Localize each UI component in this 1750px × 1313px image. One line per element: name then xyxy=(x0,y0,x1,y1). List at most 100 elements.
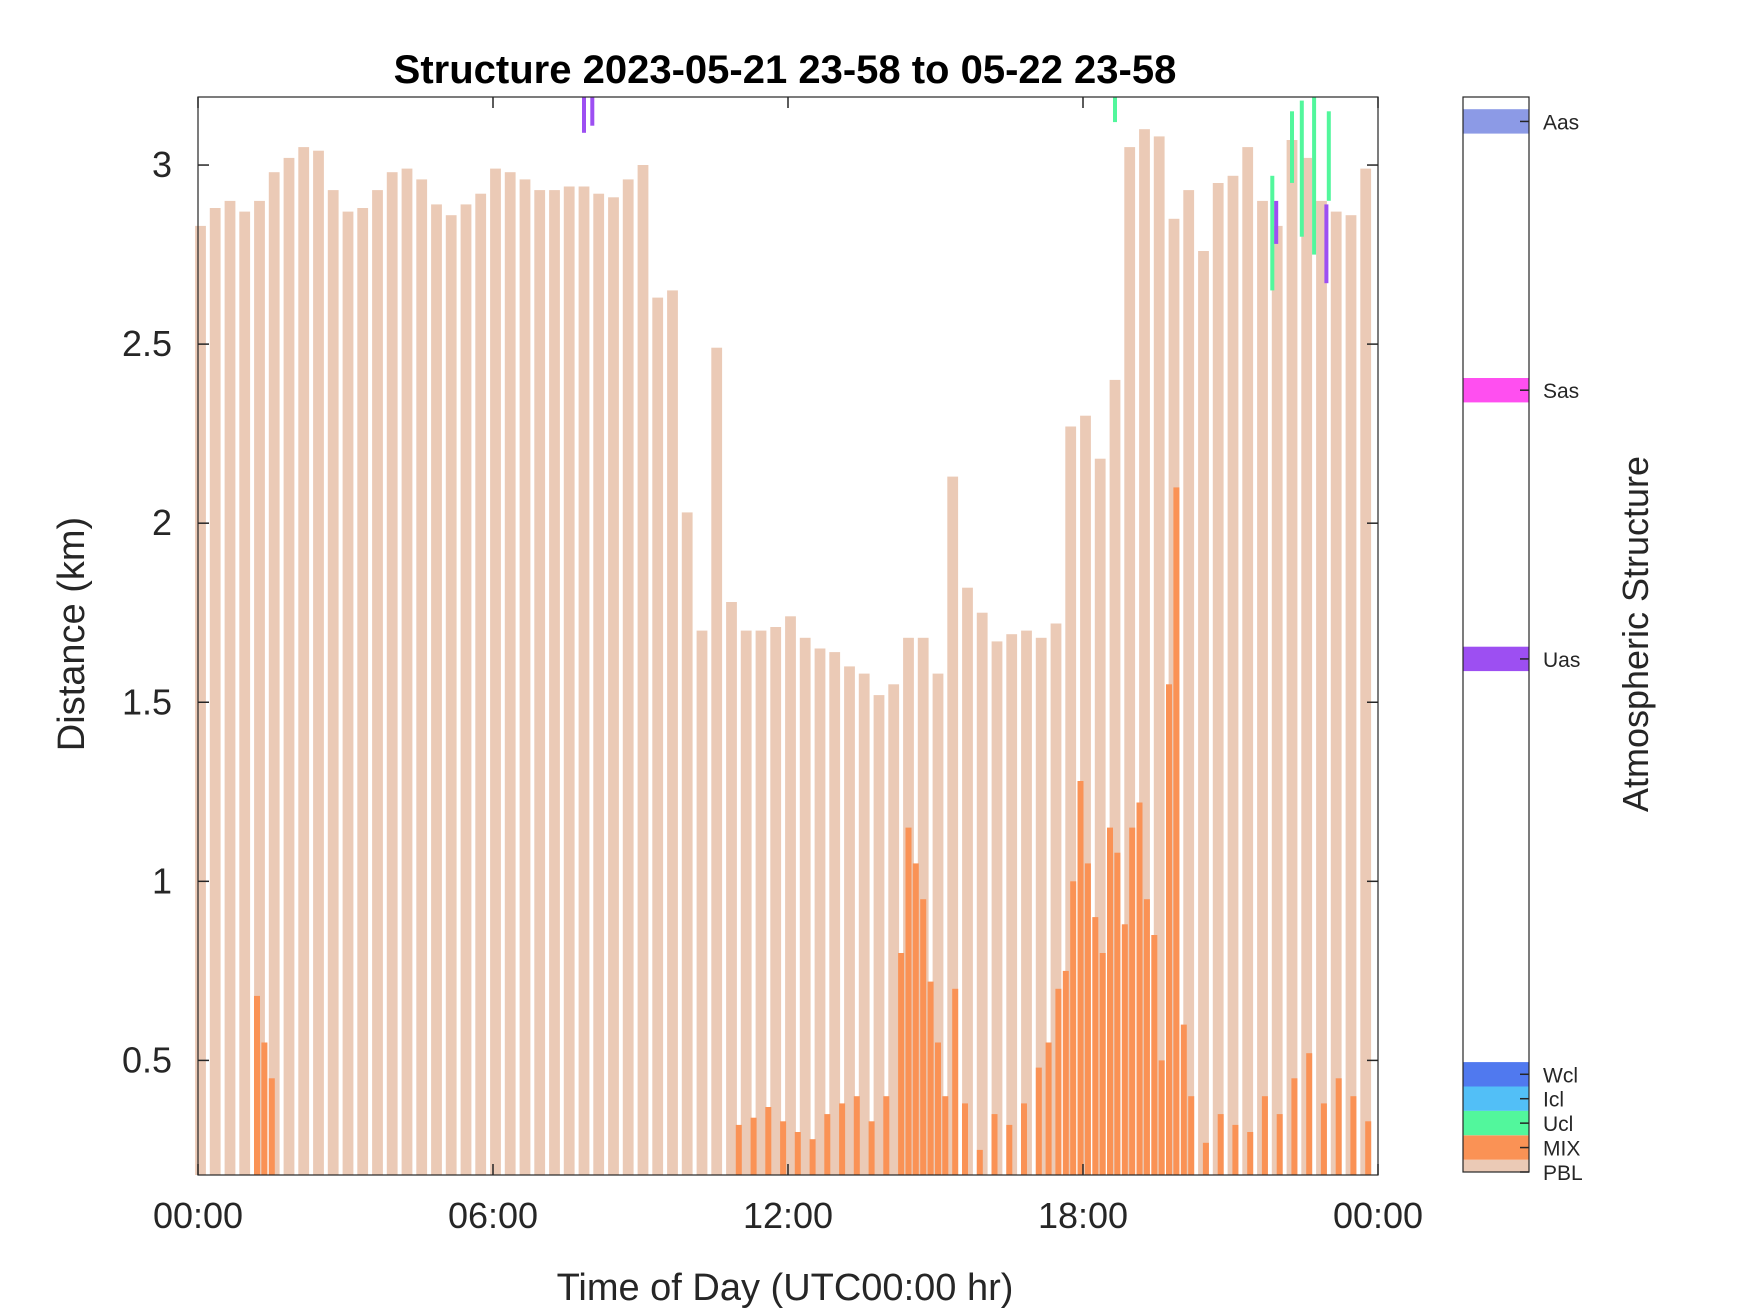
pbl-bar xyxy=(829,652,841,1175)
mix-bar xyxy=(898,953,905,1175)
pbl-bar xyxy=(298,147,310,1176)
mix-bar xyxy=(809,1139,816,1175)
pbl-bar xyxy=(799,637,811,1175)
colorbar-label: Icl xyxy=(1543,1089,1564,1112)
mix-bar xyxy=(1158,1060,1165,1175)
mix-bar xyxy=(1217,1114,1224,1175)
mix-bar xyxy=(839,1103,846,1175)
pbl-bar xyxy=(726,602,737,1175)
x-tick-label: 12:00 xyxy=(743,1195,833,1236)
x-tick-label: 18:00 xyxy=(1038,1195,1128,1236)
pbl-bar xyxy=(431,204,442,1175)
pbl-bar xyxy=(283,157,295,1175)
mix-bar xyxy=(1114,852,1121,1175)
mix-bar xyxy=(1045,1042,1052,1175)
pbl-bar xyxy=(1242,147,1254,1176)
mix-bar xyxy=(254,995,260,1175)
colorbar-title: Atmospheric Structure xyxy=(1615,456,1656,812)
colorbar-label: Wcl xyxy=(1543,1064,1578,1087)
pbl-bar xyxy=(696,630,708,1175)
mix-bar xyxy=(1143,899,1150,1175)
ucl-segment xyxy=(1113,97,1117,123)
pbl-bar xyxy=(1139,129,1150,1176)
mix-bar xyxy=(976,1149,983,1175)
chart-title: Structure 2023-05-21 23-58 to 05-22 23-5… xyxy=(394,48,1177,92)
pbl-bar xyxy=(740,630,752,1175)
mix-bar xyxy=(1077,781,1084,1175)
pbl-bar xyxy=(549,190,560,1176)
mix-bar xyxy=(750,1117,757,1175)
pbl-bar xyxy=(637,165,649,1175)
pbl-bar xyxy=(372,190,383,1176)
uas-segment xyxy=(1324,204,1329,284)
x-tick-label: 00:00 xyxy=(1333,1195,1423,1236)
y-tick-label: 0.5 xyxy=(122,1039,172,1080)
pbl-bar xyxy=(224,200,236,1175)
mix-bar xyxy=(853,1096,860,1175)
uas-segment xyxy=(582,97,586,133)
mix-bar xyxy=(1062,970,1069,1175)
mix-bar xyxy=(1055,988,1062,1175)
pbl-bar xyxy=(1212,183,1224,1175)
pbl-bar xyxy=(416,179,428,1175)
mix-bar xyxy=(1151,935,1158,1175)
mix-bar xyxy=(927,981,934,1175)
ucl-segment xyxy=(1312,97,1317,255)
mix-bar xyxy=(883,1096,890,1175)
mix-bar xyxy=(1180,1024,1187,1175)
y-tick-label: 2 xyxy=(152,502,172,543)
colorbar-swatch xyxy=(1463,1135,1529,1160)
pbl-bar xyxy=(976,612,988,1175)
mix-bar xyxy=(1202,1142,1209,1175)
pbl-bar xyxy=(622,179,634,1175)
mix-bar xyxy=(1350,1096,1357,1175)
pbl-bar xyxy=(1257,200,1268,1175)
pbl-bar xyxy=(445,215,457,1175)
pbl-bar xyxy=(534,190,546,1176)
mix-bar xyxy=(942,1096,949,1175)
pbl-bar xyxy=(1286,140,1298,1175)
mix-bar xyxy=(261,1042,268,1175)
mix-bar xyxy=(991,1114,998,1175)
mix-bar xyxy=(1070,881,1077,1175)
axes: 00:00 06:00 12:00 18:00 00:00 0.5 1 1.5 2 2.5 3 xyxy=(122,96,1423,1236)
pbl-bar xyxy=(755,630,767,1175)
mix-bar xyxy=(780,1121,787,1175)
pbl-bar xyxy=(342,211,354,1176)
colorbar-label: Sas xyxy=(1543,380,1579,403)
x-tick-label: 00:00 xyxy=(153,1195,243,1236)
mix-bar xyxy=(1335,1078,1342,1175)
mix-bar xyxy=(824,1114,831,1175)
pbl-bar xyxy=(401,168,413,1176)
mix-bar xyxy=(1021,1103,1027,1175)
colorbar-swatch xyxy=(1463,1159,1529,1172)
pbl-bar xyxy=(1153,136,1165,1175)
pbl-bar xyxy=(386,172,398,1175)
pbl-bar xyxy=(844,666,855,1175)
pbl-bar xyxy=(770,627,782,1175)
pbl-bar xyxy=(1065,426,1077,1175)
pbl-bar xyxy=(1271,225,1283,1175)
mix-bar xyxy=(1320,1103,1327,1175)
pbl-bar xyxy=(195,225,206,1175)
pbl-bar xyxy=(1227,175,1239,1176)
mix-bar xyxy=(1365,1121,1372,1175)
colorbar-label: Aas xyxy=(1543,111,1579,134)
y-tick-label: 1.5 xyxy=(122,681,172,722)
pbl-bar xyxy=(327,190,339,1176)
colorbar-swatch xyxy=(1463,378,1529,403)
colorbar-swatch xyxy=(1463,646,1529,672)
pbl-bar xyxy=(1345,215,1357,1175)
pbl-bar xyxy=(681,512,693,1175)
pbl-bar xyxy=(1080,415,1091,1175)
pbl-bar xyxy=(475,193,487,1175)
ucl-segment xyxy=(1299,100,1304,237)
mix-bar xyxy=(962,1103,968,1175)
mix-bar xyxy=(868,1121,875,1175)
mix-bar xyxy=(765,1107,772,1175)
mix-bar xyxy=(1306,1053,1313,1175)
pbl-bar xyxy=(563,186,575,1175)
pbl-bar xyxy=(1006,634,1018,1175)
pbl-bar xyxy=(593,193,605,1175)
pbl-bar xyxy=(1316,200,1327,1175)
